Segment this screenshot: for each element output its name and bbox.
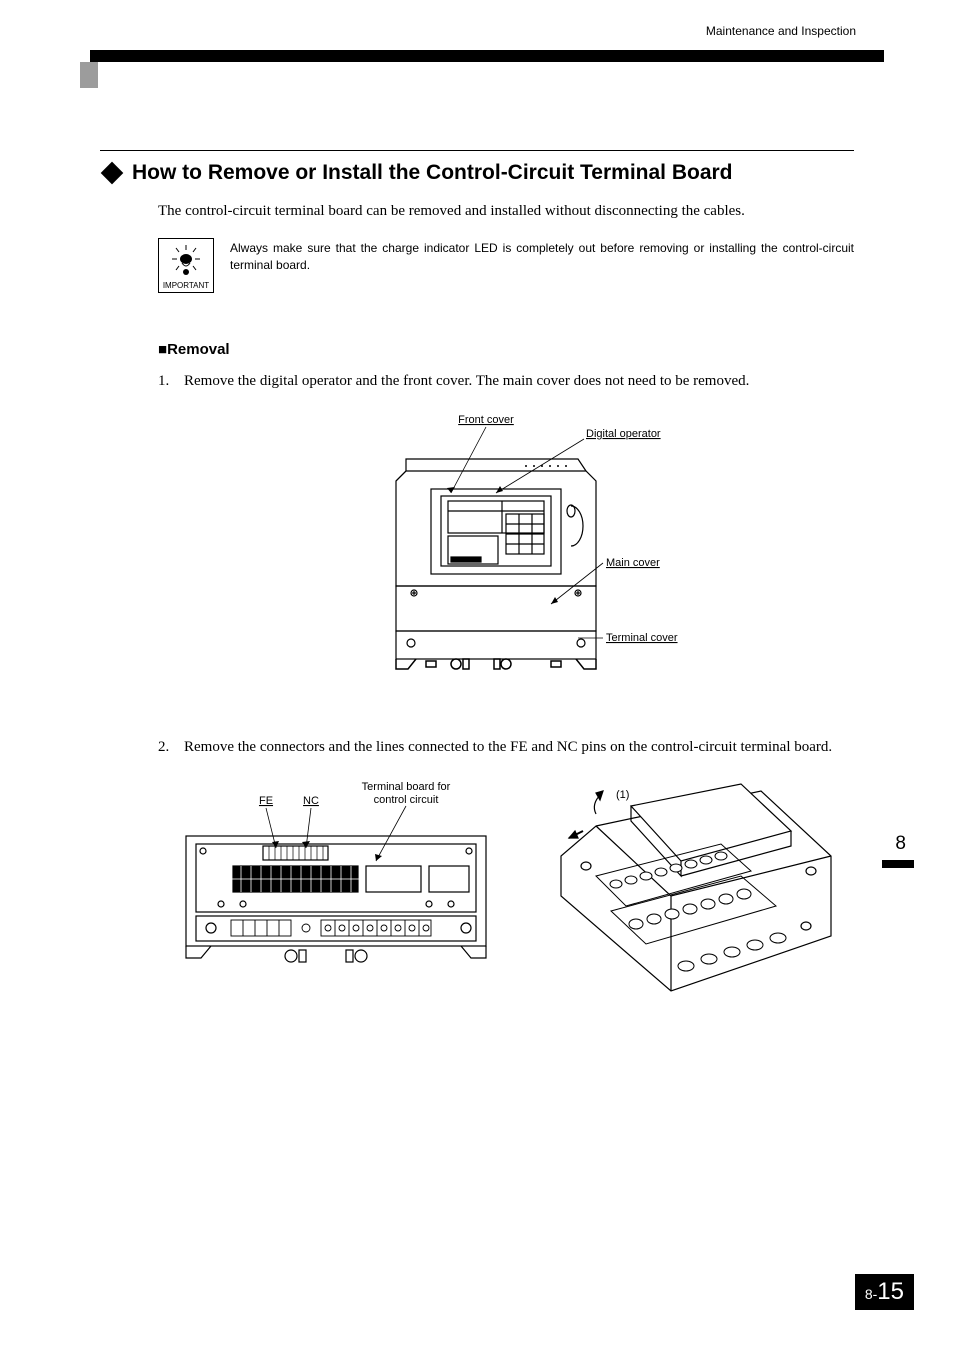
- header-breadcrumb: Maintenance and Inspection: [706, 24, 856, 38]
- fig2-label-terminal-board-2: control circuit: [374, 794, 439, 806]
- fig2-label-terminal-board-1: Terminal board for: [362, 781, 451, 793]
- fig1-label-digital-operator: Digital operator: [586, 428, 661, 440]
- figure-2a: FE NC Terminal board for control circuit: [171, 776, 501, 986]
- important-callout: IMPORTANT Always make sure that the char…: [158, 238, 854, 293]
- step-1: 1. Remove the digital operator and the f…: [158, 370, 854, 393]
- fig1-label-front-cover: Front cover: [458, 414, 514, 426]
- important-label: IMPORTANT: [163, 281, 209, 290]
- page-number: 8-15: [855, 1274, 914, 1310]
- fig2-label-nc: NC: [303, 795, 319, 807]
- fig1-label-terminal-cover: Terminal cover: [606, 632, 678, 644]
- intro-paragraph: The control-circuit terminal board can b…: [158, 203, 854, 220]
- header-rule: [90, 50, 884, 62]
- page-prefix: 8-: [865, 1286, 877, 1302]
- page-number-value: 15: [877, 1278, 904, 1305]
- section-title: How to Remove or Install the Control-Cir…: [100, 161, 854, 185]
- step-1-text: Remove the digital operator and the fron…: [184, 370, 854, 393]
- step-2-num: 2.: [158, 736, 184, 759]
- step-2: 2. Remove the connectors and the lines c…: [158, 736, 854, 759]
- chapter-tab-number: 8: [895, 833, 906, 855]
- fig2-callout: (1): [616, 789, 629, 801]
- removal-section: ■Removal 1. Remove the digital operator …: [158, 341, 854, 1006]
- main-content: How to Remove or Install the Control-Cir…: [100, 150, 854, 1006]
- figure-2-group: FE NC Terminal board for control circuit: [158, 776, 854, 1006]
- removal-title: ■Removal: [158, 341, 854, 358]
- figure-2b: (1): [541, 776, 841, 1006]
- fig1-label-main-cover: Main cover: [606, 557, 660, 569]
- diamond-bullet-icon: [101, 162, 124, 185]
- figure-1: Front cover Digital operator Main cover …: [158, 411, 854, 696]
- important-text: Always make sure that the charge indicat…: [230, 238, 854, 274]
- fig2-label-fe: FE: [259, 795, 273, 807]
- chapter-tab-mark: [882, 860, 914, 868]
- header-tab-marker: [80, 62, 98, 88]
- section-title-text: How to Remove or Install the Control-Cir…: [132, 161, 733, 185]
- step-1-num: 1.: [158, 370, 184, 393]
- important-icon: IMPORTANT: [158, 238, 214, 293]
- step-2-text: Remove the connectors and the lines conn…: [184, 736, 854, 759]
